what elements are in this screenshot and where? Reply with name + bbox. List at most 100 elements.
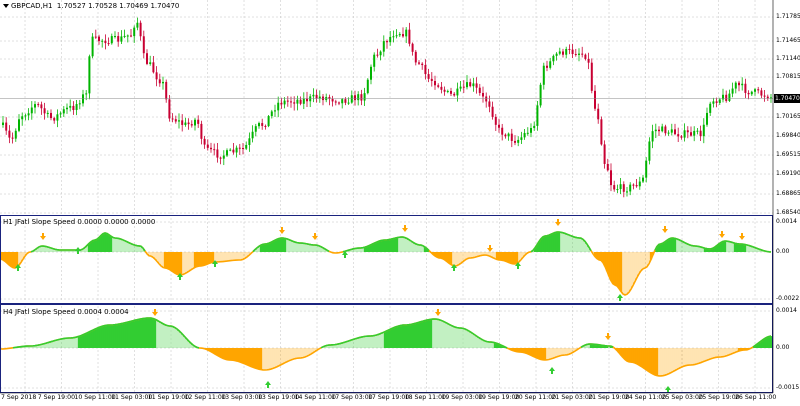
symbol-label[interactable]: GBPCAD,H1 1.70527 1.70528 1.70469 1.7047… bbox=[3, 2, 179, 11]
down-arrow-icon bbox=[555, 219, 561, 226]
candle-body bbox=[661, 126, 664, 132]
candle-body bbox=[632, 184, 635, 186]
candle-body bbox=[43, 108, 46, 114]
speed-line-rising bbox=[342, 236, 430, 253]
candle-body bbox=[427, 74, 430, 79]
x-tick: 10 Sep 11:00 bbox=[74, 394, 116, 401]
symbol-name: GBPCAD,H1 bbox=[11, 2, 53, 10]
up-arrow-icon bbox=[177, 273, 183, 280]
candle-body bbox=[190, 124, 193, 126]
candle-body bbox=[658, 129, 660, 132]
up-arrow-icon bbox=[549, 367, 555, 374]
candle-body bbox=[411, 43, 414, 52]
candle-body bbox=[757, 89, 760, 91]
candle-body bbox=[216, 149, 219, 158]
candle-body bbox=[728, 93, 731, 101]
candle-body bbox=[242, 147, 244, 149]
speed-line-rising bbox=[30, 232, 146, 253]
candle-body bbox=[110, 36, 113, 44]
candle-body bbox=[651, 131, 654, 142]
down-arrow-icon bbox=[40, 233, 46, 240]
candle-body bbox=[677, 134, 680, 137]
candle-body bbox=[587, 58, 590, 63]
candle-body bbox=[421, 63, 424, 66]
x-tick: 17 Sep 19:00 bbox=[368, 394, 410, 401]
down-arrow-icon bbox=[662, 226, 668, 233]
candle-body bbox=[382, 41, 385, 52]
candle-body bbox=[600, 119, 603, 145]
candle-body bbox=[171, 118, 174, 120]
candle-body bbox=[162, 81, 164, 84]
candle-body bbox=[760, 90, 763, 96]
y-tick: 1.69840 bbox=[776, 132, 800, 139]
candle-body bbox=[158, 79, 161, 84]
speed-line-rising bbox=[752, 335, 772, 348]
candle-body bbox=[229, 149, 232, 151]
y-tick: 1.71465 bbox=[776, 37, 800, 44]
candle-body bbox=[238, 147, 241, 149]
candle-body bbox=[165, 81, 168, 100]
candle-body bbox=[222, 155, 225, 159]
x-tick: 11 Sep 03:00 bbox=[111, 394, 153, 401]
candle-body bbox=[27, 113, 30, 116]
candle-body bbox=[203, 138, 206, 145]
speed-line-rising bbox=[530, 231, 592, 253]
candle-body bbox=[424, 65, 427, 75]
candle-body bbox=[360, 94, 363, 101]
candle-body bbox=[21, 116, 24, 120]
candle-body bbox=[133, 27, 136, 37]
candle-body bbox=[40, 104, 43, 109]
candle-body bbox=[642, 177, 644, 182]
candle-body bbox=[533, 125, 536, 129]
down-arrow-icon bbox=[435, 309, 441, 316]
x-tick: 7 Sep 2018 bbox=[1, 394, 37, 401]
indicator2-title: H4 JFatl Slope Speed 0.0004 0.0004 bbox=[3, 308, 129, 316]
candle-body bbox=[248, 138, 251, 145]
candle-body bbox=[328, 96, 331, 99]
candle-body bbox=[85, 93, 88, 95]
candle-body bbox=[264, 125, 267, 127]
candle-body bbox=[200, 123, 203, 139]
indicator1-histogram bbox=[0, 231, 772, 296]
candle-body bbox=[709, 103, 712, 113]
price-candles[interactable] bbox=[2, 17, 772, 198]
candle-body bbox=[744, 83, 747, 93]
indicator1-arrows bbox=[15, 219, 745, 301]
candle-body bbox=[126, 35, 129, 37]
candle-body bbox=[552, 55, 555, 62]
candle-body bbox=[290, 101, 292, 103]
candle-body bbox=[597, 108, 600, 120]
candle-body bbox=[590, 62, 593, 91]
ind2-y-tick: 0.0014 bbox=[776, 307, 797, 314]
candle-body bbox=[123, 35, 126, 37]
candle-body bbox=[520, 137, 523, 140]
ind2-y-tick: -0.0015 bbox=[776, 384, 800, 391]
candle-body bbox=[699, 130, 702, 137]
down-arrow-icon bbox=[605, 333, 611, 340]
indicator2-histogram bbox=[0, 317, 773, 377]
candle-body bbox=[674, 129, 676, 135]
candle-body bbox=[450, 90, 452, 94]
candle-body bbox=[75, 104, 78, 111]
candle-body bbox=[366, 79, 369, 94]
y-tick: 1.70165 bbox=[776, 113, 800, 120]
candle-body bbox=[549, 61, 552, 68]
x-tick: 18 Sep 11:00 bbox=[404, 394, 446, 401]
dropdown-triangle-icon[interactable] bbox=[3, 4, 9, 8]
candle-body bbox=[501, 127, 504, 135]
candle-body bbox=[542, 65, 545, 85]
candle-body bbox=[72, 105, 75, 111]
candle-body bbox=[178, 120, 180, 122]
y-tick: 1.71140 bbox=[776, 55, 800, 62]
x-tick: 19 Sep 03:00 bbox=[441, 394, 483, 401]
candle-body bbox=[5, 122, 8, 131]
candle-body bbox=[504, 134, 507, 137]
candle-body bbox=[181, 120, 184, 125]
candle-body bbox=[59, 113, 62, 115]
candle-body bbox=[386, 41, 388, 43]
ind1-y-tick: -0.0022 bbox=[776, 295, 800, 302]
candle-body bbox=[274, 110, 276, 112]
ohlc-values: 1.70527 1.70528 1.70469 1.70470 bbox=[56, 2, 180, 10]
candle-body bbox=[722, 94, 724, 100]
